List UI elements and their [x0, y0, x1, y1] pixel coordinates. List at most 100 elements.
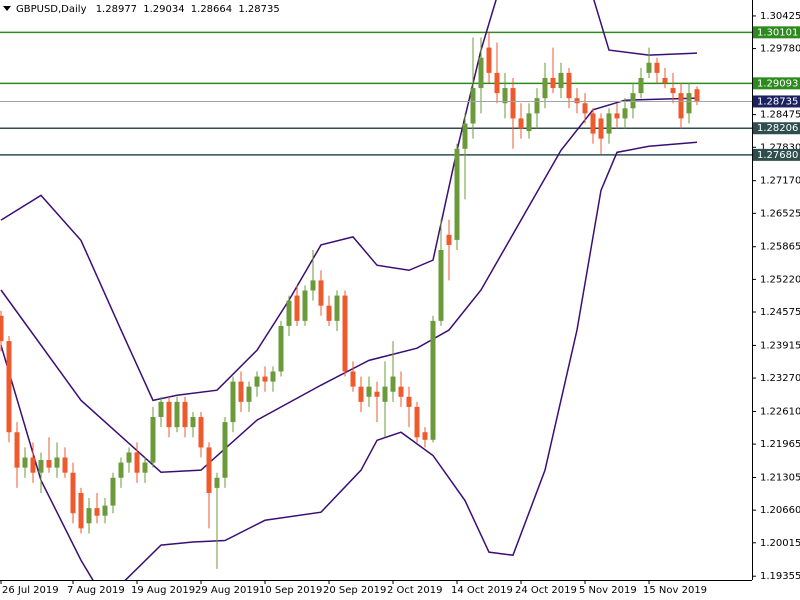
- candle-body: [94, 508, 100, 516]
- candle-body: [86, 508, 92, 524]
- header-open: 1.28977: [96, 4, 137, 15]
- candle-body: [286, 300, 292, 326]
- level-label-box: [753, 26, 800, 39]
- candle-body: [582, 103, 588, 114]
- candle-body: [638, 77, 644, 94]
- x-tick-label: 2 Oct 2019: [387, 585, 442, 596]
- level-label-box: [753, 77, 800, 90]
- candle-body: [166, 401, 172, 428]
- y-tick-label: 1.19355: [760, 571, 800, 582]
- x-tick-label: 7 Aug 2019: [67, 585, 125, 596]
- y-tick-label: 1.21305: [760, 473, 800, 484]
- level-label-box: [753, 122, 800, 135]
- level-label: 1.29093: [757, 78, 798, 89]
- y-tick-label: 1.20015: [760, 538, 800, 549]
- candle-body: [158, 401, 164, 418]
- band-line: [0, 97, 698, 473]
- candle-body: [126, 452, 132, 463]
- candle-body: [406, 396, 412, 407]
- candle-body: [614, 113, 620, 119]
- symbol-label: GBPUSD,Daily: [16, 4, 87, 15]
- candle-body: [598, 118, 604, 139]
- candle-body: [230, 381, 236, 423]
- candle-body: [438, 250, 444, 321]
- candle-body: [646, 62, 652, 73]
- x-tick-label: 24 Oct 2019: [515, 585, 577, 596]
- header-high: 1.29034: [143, 4, 184, 15]
- candle-body: [398, 386, 404, 397]
- y-tick-label: 1.30425: [760, 11, 800, 22]
- candle-body: [462, 123, 468, 149]
- y-tick-label: 1.25220: [760, 274, 800, 285]
- candle-body: [6, 341, 12, 433]
- candle-body: [246, 386, 252, 402]
- candle-body: [150, 417, 156, 463]
- candle-body: [350, 371, 356, 387]
- candle-body: [270, 371, 276, 382]
- price-label-box: [753, 95, 800, 108]
- candle-body: [294, 295, 300, 321]
- y-tick-label: 1.21965: [760, 439, 800, 450]
- candle-body: [206, 447, 212, 493]
- y-tick-label: 1.24575: [760, 307, 800, 318]
- candle-body: [238, 381, 244, 402]
- candle-body: [662, 77, 668, 84]
- candle-body: [14, 432, 20, 468]
- y-tick-label: 1.23270: [760, 373, 800, 384]
- level-label-box: [753, 148, 800, 161]
- candle-body: [510, 88, 516, 119]
- candle-body: [486, 47, 492, 73]
- candle-body: [302, 290, 308, 321]
- level-label: 1.28206: [757, 123, 798, 134]
- header-low: 1.28664: [191, 4, 232, 15]
- candle-body: [446, 234, 452, 245]
- header-toggle[interactable]: [3, 6, 11, 11]
- candle-body: [422, 432, 428, 440]
- candle-body: [278, 325, 284, 372]
- candle-body: [110, 477, 116, 506]
- candle-body: [318, 280, 324, 306]
- candle-body: [502, 88, 508, 104]
- candle-body: [46, 460, 52, 468]
- candle-body: [414, 406, 420, 438]
- candle-body: [118, 462, 124, 478]
- candle-body: [214, 477, 220, 488]
- x-tick-label: 10 Sep 2019: [259, 585, 322, 596]
- candle-body: [686, 93, 692, 114]
- y-tick-label: 1.25865: [760, 242, 800, 253]
- candle-body: [182, 401, 188, 428]
- candle-body: [22, 457, 28, 468]
- candle-body: [550, 77, 556, 89]
- candle-body: [358, 386, 364, 402]
- level-label: 1.30101: [757, 27, 798, 38]
- candle-body: [38, 460, 44, 473]
- candle-body: [670, 88, 676, 94]
- plot-area: [0, 0, 752, 580]
- candle-body: [174, 401, 180, 428]
- candle-body: [534, 98, 540, 114]
- candle-body: [654, 62, 660, 73]
- candle-body: [574, 98, 580, 104]
- price-label: 1.28735: [757, 96, 798, 107]
- candle-body: [190, 417, 196, 428]
- candle-body: [70, 472, 76, 514]
- candle-body: [678, 93, 684, 119]
- candle-body: [342, 295, 348, 372]
- chart-header: GBPUSD,Daily 1.28977 1.29034 1.28664 1.2…: [16, 4, 280, 15]
- candle-body: [494, 72, 500, 94]
- y-tick-label: 1.23915: [760, 340, 800, 351]
- candle-body: [374, 391, 380, 397]
- candle-body: [102, 505, 108, 516]
- x-tick-label: 19 Aug 2019: [131, 585, 195, 596]
- candle-body: [262, 376, 268, 382]
- candle-body: [470, 88, 476, 124]
- candle-body: [630, 93, 636, 109]
- candle-body: [310, 280, 316, 291]
- candle-body: [558, 72, 564, 89]
- x-tick-label: 14 Oct 2019: [451, 585, 513, 596]
- header-close: 1.28735: [238, 4, 279, 15]
- candle-body: [454, 148, 460, 240]
- y-tick-label: 1.22610: [760, 406, 800, 417]
- candle-body: [326, 305, 332, 321]
- band-line: [0, 0, 698, 402]
